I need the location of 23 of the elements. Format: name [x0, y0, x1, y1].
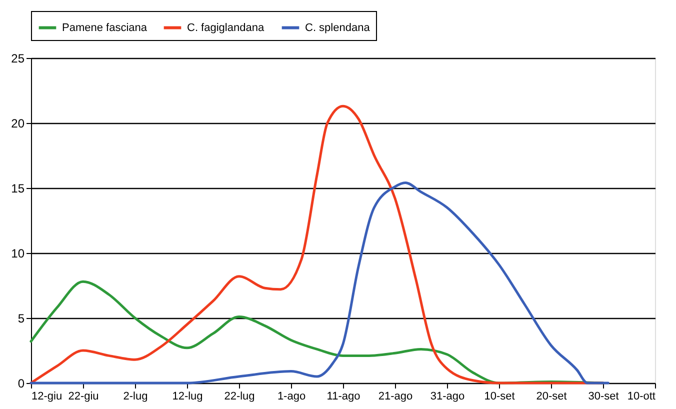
x-tick-label: 2-lug: [123, 390, 148, 402]
x-tick-label: 10-ott: [627, 390, 656, 402]
y-tick-label: 20: [11, 116, 25, 130]
x-tick-label: 20-set: [536, 390, 567, 402]
x-tick-label: 30-set: [588, 390, 619, 402]
legend-label: C. splendana: [305, 22, 371, 34]
x-tick-label: 12-giu: [32, 390, 62, 402]
x-tick-label: 21-ago: [378, 390, 413, 402]
x-tick-label: 22-lug: [224, 390, 255, 402]
legend-label: Pamene fasciana: [62, 22, 148, 34]
x-tick-label: 22-giu: [68, 390, 99, 402]
x-tick-label: 12-lug: [172, 390, 203, 402]
line-series: [30, 182, 610, 384]
y-tick-label: 5: [18, 312, 25, 326]
x-tick-label: 11-ago: [326, 390, 360, 402]
x-tick-label: 1-ago: [277, 390, 306, 402]
y-tick-label: 0: [18, 376, 25, 390]
y-tick-label: 15: [11, 182, 25, 196]
y-tick-label: 10: [11, 246, 25, 260]
x-tick-label: 10-set: [484, 390, 515, 402]
y-tick-label: 25: [11, 52, 25, 66]
legend-label: C. fagiglandana: [187, 22, 265, 34]
x-tick-label: 31-ago: [430, 390, 465, 402]
